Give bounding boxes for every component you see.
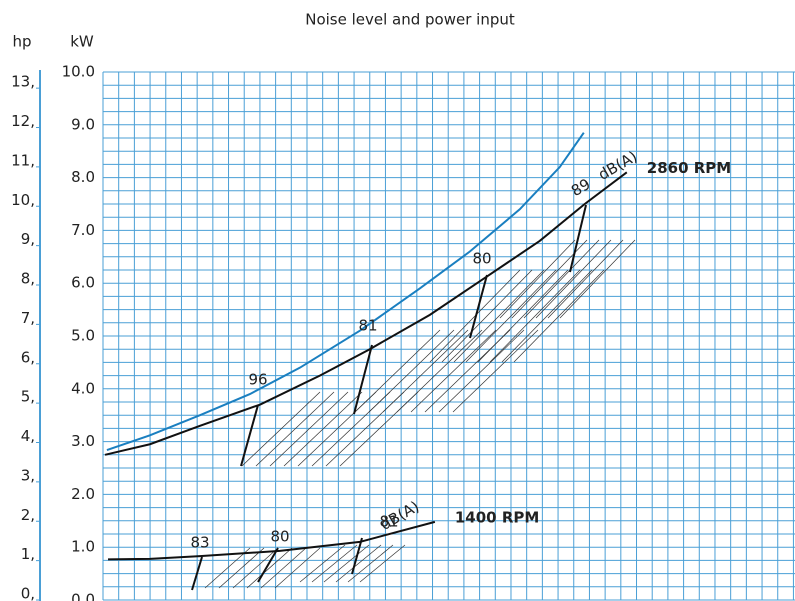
y2-tick-label: 4, bbox=[21, 427, 35, 445]
hatch-line bbox=[441, 269, 533, 363]
hatch-line bbox=[260, 547, 307, 589]
hatching bbox=[191, 204, 636, 591]
hatch-line bbox=[347, 544, 394, 583]
y-tick-label: 5.0 bbox=[71, 327, 95, 345]
series-line bbox=[106, 132, 585, 451]
hatch-line bbox=[452, 329, 539, 413]
hatch-line bbox=[232, 547, 279, 589]
noise-marker bbox=[469, 274, 488, 339]
hatch-line bbox=[368, 329, 455, 413]
y-tick-label: 0.0 bbox=[71, 591, 95, 601]
noise-marker bbox=[240, 404, 259, 467]
hatch-line bbox=[311, 544, 358, 583]
y2-tick-label: 12, bbox=[11, 112, 35, 130]
annotation: 83 bbox=[190, 534, 209, 552]
annotation: 81 bbox=[358, 317, 377, 335]
hatch-line bbox=[241, 391, 321, 467]
hatch-line bbox=[477, 269, 569, 363]
hatch-line bbox=[489, 269, 581, 363]
y-tick-label: 3.0 bbox=[71, 432, 95, 450]
series-line bbox=[104, 171, 628, 456]
y2-tick-label: 7, bbox=[21, 309, 35, 327]
hatch-line bbox=[323, 544, 370, 583]
annotation: 96 bbox=[248, 371, 267, 389]
y2-axis-label: hp bbox=[12, 33, 31, 51]
hatch-line bbox=[453, 269, 545, 363]
hatch-line bbox=[465, 269, 557, 363]
plot bbox=[104, 132, 628, 561]
chart-title: Noise level and power input bbox=[305, 11, 515, 29]
hatch-line bbox=[382, 329, 469, 413]
y-tick-label: 10.0 bbox=[62, 63, 95, 81]
annotation: 81 bbox=[379, 513, 398, 531]
y2-tick-label: 1, bbox=[21, 545, 35, 563]
y2-tick-label: 5, bbox=[21, 388, 35, 406]
hatch-line bbox=[354, 329, 441, 413]
hatch-line bbox=[274, 547, 321, 589]
annotation: 80 bbox=[472, 250, 491, 268]
noise-marker bbox=[569, 204, 587, 273]
series-label: 2860 RPM bbox=[647, 159, 731, 177]
hatch-line bbox=[396, 329, 483, 413]
y2-tick-label: 6, bbox=[21, 348, 35, 366]
y-tick-label: 8.0 bbox=[71, 168, 95, 186]
noise-marker bbox=[191, 556, 203, 591]
hatch-line bbox=[335, 544, 382, 583]
y-axis-label: kW bbox=[70, 33, 94, 51]
y-tick-label: 2.0 bbox=[71, 485, 95, 503]
y-tick-label: 1.0 bbox=[71, 538, 95, 556]
y2-tick-label: 0, bbox=[21, 585, 35, 601]
hatch-line bbox=[299, 544, 346, 583]
y2-tick-label: 2, bbox=[21, 506, 35, 524]
y2-tick-label: 13, bbox=[11, 73, 35, 91]
hatch-line bbox=[547, 239, 624, 319]
y2-tick-label: 9, bbox=[21, 230, 35, 248]
noise-marker bbox=[351, 537, 363, 575]
series-label: 1400 RPM bbox=[455, 508, 539, 526]
y2-tick-label: 3, bbox=[21, 466, 35, 484]
annotation: dB(A) bbox=[377, 497, 422, 533]
noise-marker bbox=[257, 547, 279, 583]
y-tick-label: 7.0 bbox=[71, 221, 95, 239]
hatch-line bbox=[410, 329, 497, 413]
y2-tick-label: 8, bbox=[21, 270, 35, 288]
hatch-line bbox=[255, 391, 335, 467]
hatch-line bbox=[499, 239, 576, 319]
series-line bbox=[108, 520, 436, 561]
hatch-line bbox=[535, 239, 612, 319]
hatch-line bbox=[283, 391, 363, 467]
noise-marker bbox=[353, 344, 373, 415]
hatch-line bbox=[246, 547, 293, 589]
y-tick-label: 9.0 bbox=[71, 115, 95, 133]
hatch-line bbox=[269, 391, 349, 467]
hatch-line bbox=[523, 239, 600, 319]
y-tick-label: 6.0 bbox=[71, 274, 95, 292]
grid bbox=[102, 71, 795, 601]
hatch-line bbox=[513, 269, 605, 363]
hatch-line bbox=[359, 544, 406, 583]
hatch-line bbox=[438, 329, 525, 413]
hatch-line bbox=[204, 547, 251, 589]
y-tick-label: 4.0 bbox=[71, 379, 95, 397]
annotation: 80 bbox=[270, 528, 289, 546]
y2-tick-label: 10, bbox=[11, 191, 35, 209]
hatch-line bbox=[218, 547, 265, 589]
hatch-line bbox=[501, 269, 593, 363]
hatch-line bbox=[559, 239, 636, 319]
y2-tick-label: 11, bbox=[11, 151, 35, 169]
